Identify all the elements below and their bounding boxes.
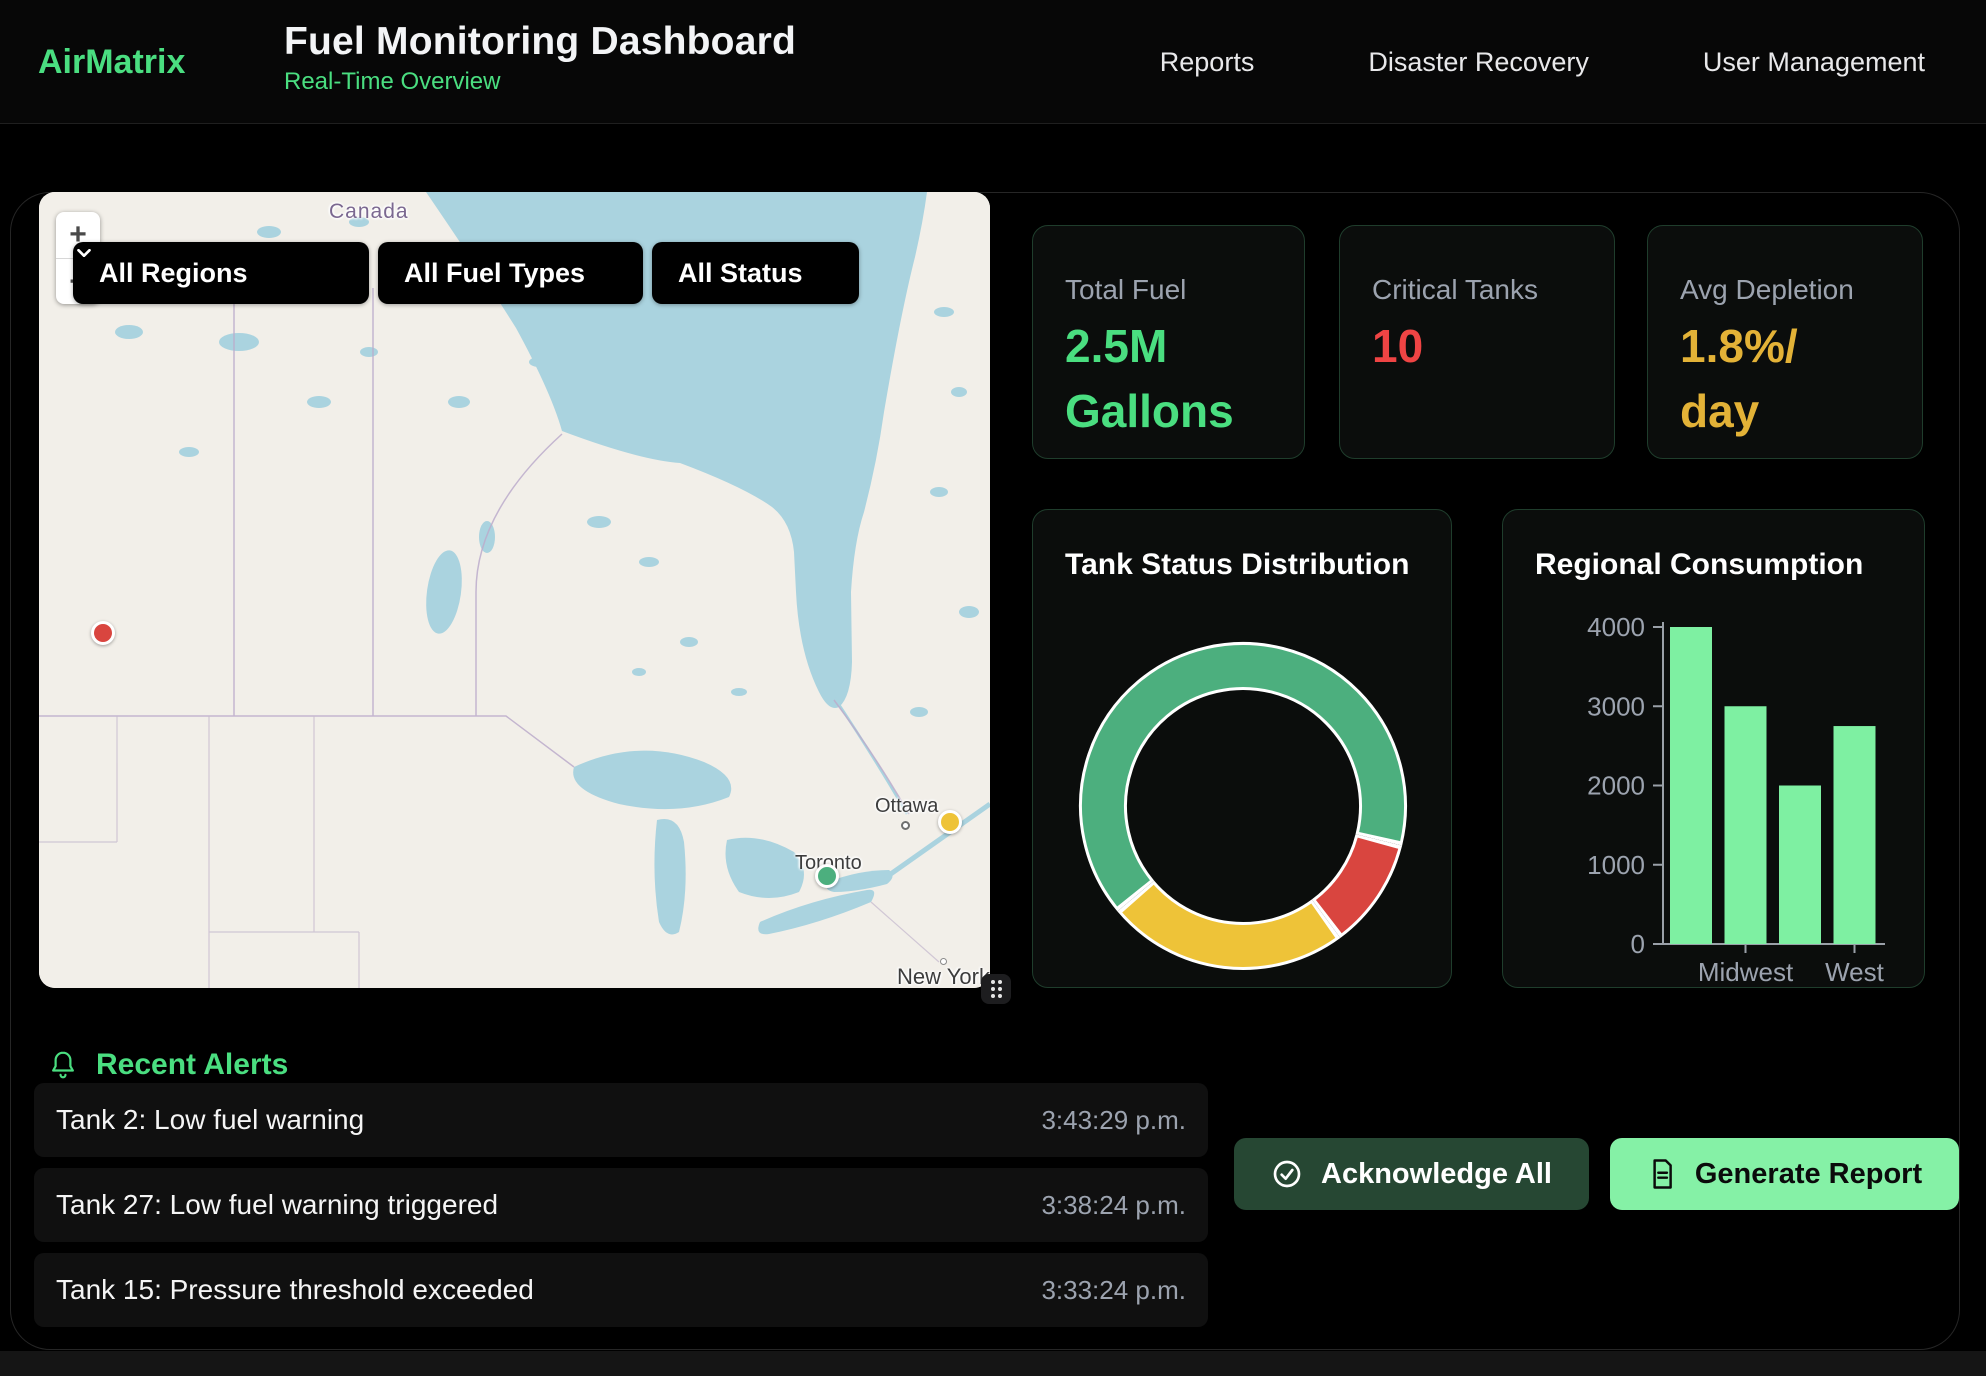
alert-timestamp: 3:33:24 p.m. [1041,1275,1186,1306]
nav-user-management[interactable]: User Management [1703,47,1925,78]
acknowledge-all-label: Acknowledge All [1321,1158,1552,1191]
map-marker-warning[interactable] [938,810,962,834]
stat-value-critical-tanks: 10 [1372,314,1423,379]
footer-strip [0,1351,1986,1376]
svg-text:4000: 4000 [1587,612,1645,642]
acknowledge-all-button[interactable]: Acknowledge All [1234,1138,1589,1210]
tank-status-card: Tank Status Distribution [1032,509,1452,988]
page-subtitle: Real-Time Overview [284,68,796,96]
app-header: AirMatrix Fuel Monitoring Dashboard Real… [0,0,1986,124]
regional-consumption-title: Regional Consumption [1535,548,1863,582]
alert-row: Tank 15: Pressure threshold exceeded 3:3… [34,1253,1208,1327]
region-filter-value: All Regions [99,258,248,289]
map-marker-critical[interactable] [91,621,115,645]
main-nav: Reports Disaster Recovery User Managemen… [1160,0,1925,124]
tank-status-title: Tank Status Distribution [1065,548,1409,582]
nav-reports[interactable]: Reports [1160,47,1255,78]
fuel-type-filter-value: All Fuel Types [404,258,585,289]
brand-logo[interactable]: AirMatrix [38,0,185,124]
alerts-title: Recent Alerts [96,1048,288,1082]
map-filters: All Regions All Fuel Types All Status [73,242,859,304]
status-filter-value: All Status [678,258,803,289]
map-label-canada: Canada [329,200,409,224]
alert-row: Tank 2: Low fuel warning 3:43:29 p.m. [34,1083,1208,1157]
status-filter-select[interactable]: All Status [652,242,859,304]
stat-value-avg-depletion: 1.8%/day [1680,314,1806,445]
map-label-new-york: New York [897,964,990,988]
regional-consumption-card: Regional Consumption 0 1000 2000 3000 4000 Mi… [1502,509,1925,988]
stat-card-avg-depletion: Avg Depletion 1.8%/day [1647,225,1923,459]
alert-message: Tank 27: Low fuel warning triggered [56,1189,498,1221]
title-block: Fuel Monitoring Dashboard Real-Time Over… [284,20,796,96]
svg-text:West: West [1825,957,1885,987]
stat-value-total-fuel: 2.5M Gallons [1065,314,1265,445]
alert-row: Tank 27: Low fuel warning triggered 3:38… [34,1168,1208,1242]
tank-status-donut-chart [1073,636,1413,976]
ottawa-town-dot-icon [901,821,910,830]
generate-report-button[interactable]: Generate Report [1610,1138,1959,1210]
regional-consumption-bar-chart: 0 1000 2000 3000 4000 Midwest West [1503,605,1926,989]
nav-disaster-recovery[interactable]: Disaster Recovery [1368,47,1589,78]
bell-icon [48,1049,78,1081]
svg-text:2000: 2000 [1587,771,1645,801]
stat-card-critical-tanks: Critical Tanks 10 [1339,225,1615,459]
svg-text:Midwest: Midwest [1698,957,1794,987]
alert-timestamp: 3:43:29 p.m. [1041,1105,1186,1136]
svg-text:0: 0 [1631,929,1645,959]
map[interactable]: Canada Ottawa Toronto New York + − All R… [39,192,990,988]
stat-label: Avg Depletion [1680,274,1854,306]
fuel-type-filter-select[interactable]: All Fuel Types [378,242,643,304]
map-resize-handle[interactable] [981,974,1011,1004]
stat-card-total-fuel: Total Fuel 2.5M Gallons [1032,225,1305,459]
svg-text:3000: 3000 [1587,691,1645,721]
page-title: Fuel Monitoring Dashboard [284,20,796,64]
check-circle-icon [1271,1158,1303,1190]
alerts-header: Recent Alerts [48,1048,288,1082]
alert-message: Tank 2: Low fuel warning [56,1104,364,1136]
document-icon [1647,1158,1677,1190]
region-filter-select[interactable]: All Regions [73,242,369,304]
stat-label: Critical Tanks [1372,274,1538,306]
generate-report-label: Generate Report [1695,1158,1922,1191]
map-marker-normal[interactable] [815,864,839,888]
alert-message: Tank 15: Pressure threshold exceeded [56,1274,534,1306]
map-label-ottawa: Ottawa [875,795,938,818]
svg-text:1000: 1000 [1587,850,1645,880]
alert-timestamp: 3:38:24 p.m. [1041,1190,1186,1221]
stat-label: Total Fuel [1065,274,1186,306]
